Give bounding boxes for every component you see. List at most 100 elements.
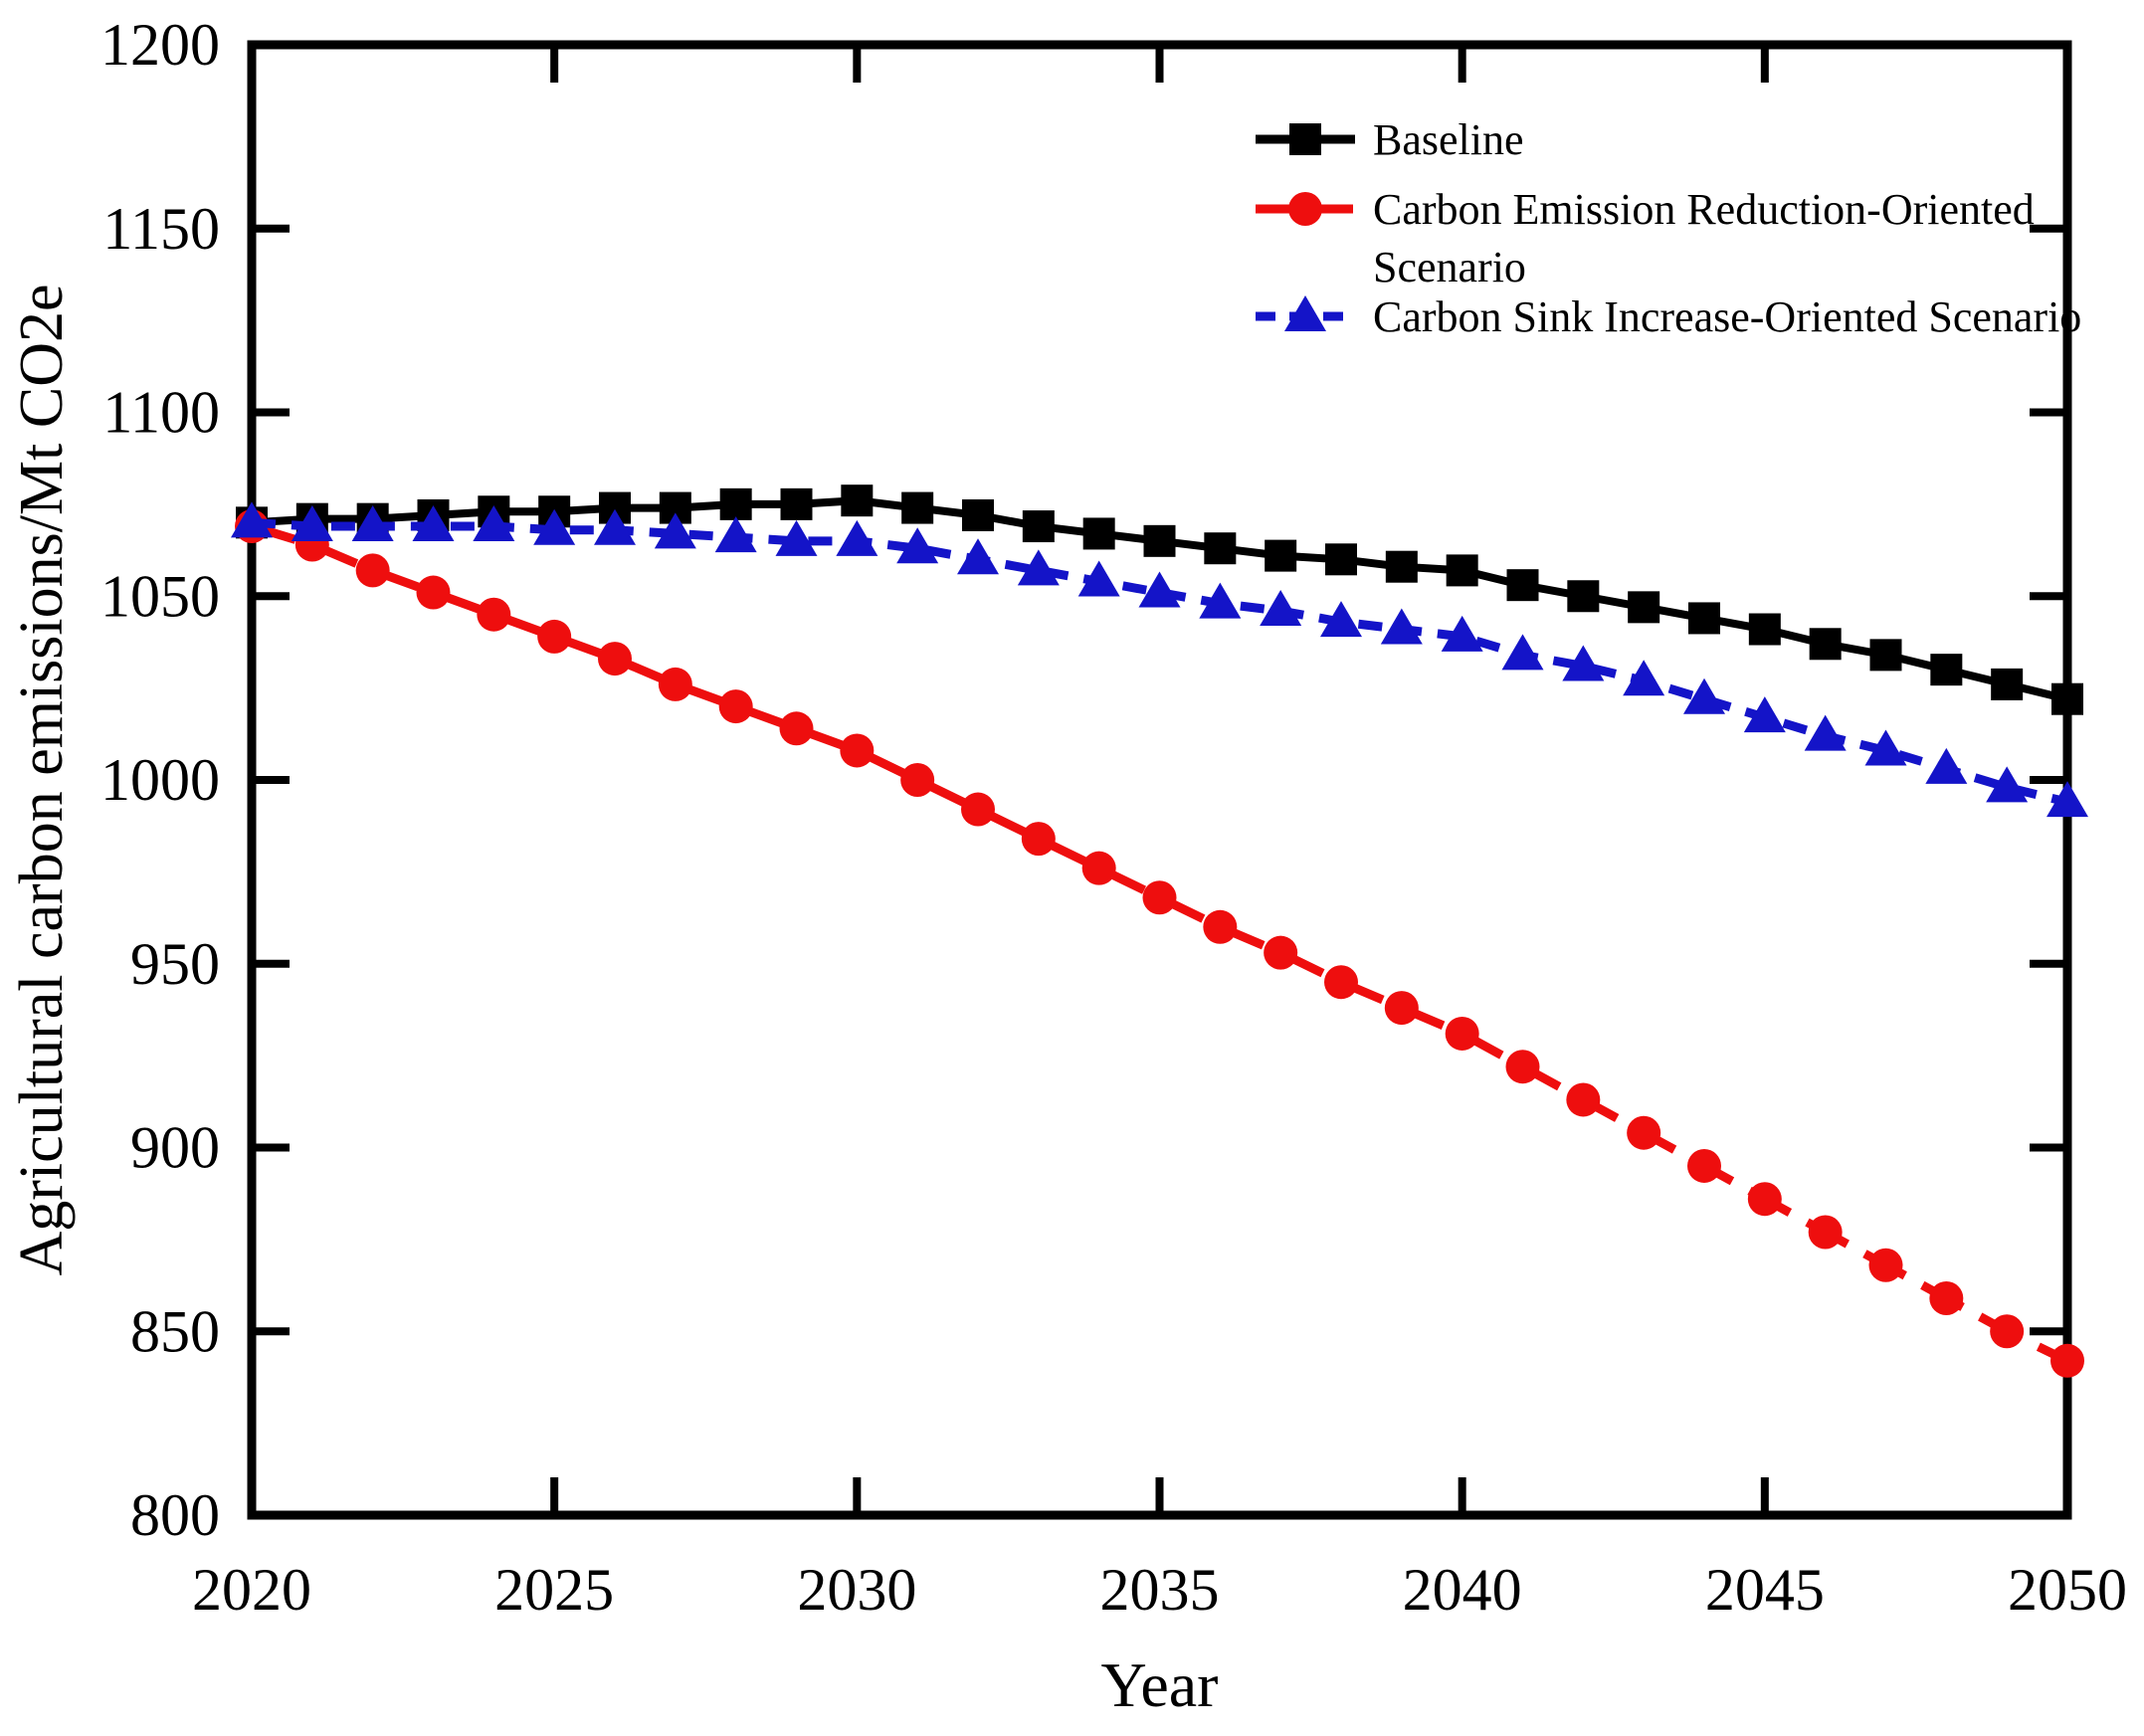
data-point [836, 519, 878, 556]
data-point [1986, 766, 2029, 803]
data-point [1143, 524, 1176, 557]
data-point [1081, 851, 1116, 885]
data-point [1623, 660, 1665, 696]
data-point [1747, 1182, 1782, 1217]
y-tick-label: 800 [130, 1482, 220, 1548]
data-point [961, 792, 995, 827]
legend-label: Scenario [1373, 243, 1526, 291]
data-point [718, 689, 753, 724]
data-point [598, 642, 632, 676]
data-point [1683, 677, 1725, 714]
data-point [1324, 965, 1358, 1000]
data-point [231, 501, 273, 538]
data-point [1082, 517, 1115, 550]
data-point [1017, 549, 1060, 586]
data-point [1320, 601, 1362, 638]
data-point [1688, 602, 1720, 635]
y-tick-label: 900 [130, 1115, 220, 1181]
data-point [1687, 1148, 1721, 1183]
series-line-2 [250, 521, 2069, 1365]
data-point [1260, 590, 1302, 627]
data-point [1868, 1248, 1903, 1282]
x-tick-label: 2020 [192, 1557, 311, 1623]
y-tick-label: 950 [130, 931, 220, 997]
x-tick-label: 2025 [494, 1557, 614, 1623]
data-point [2051, 682, 2083, 715]
data-point [473, 505, 515, 542]
x-tick-label: 2050 [2008, 1557, 2127, 1623]
data-point [1869, 639, 1902, 672]
data-point [1446, 554, 1478, 587]
data-point [1501, 634, 1544, 671]
data-point [533, 508, 576, 545]
data-point [1142, 880, 1177, 915]
data-point [1748, 613, 1781, 646]
data-point [1566, 1082, 1601, 1117]
data-point [1199, 582, 1242, 619]
data-point [351, 505, 394, 542]
data-point [840, 733, 875, 768]
data-point [1441, 615, 1483, 652]
data-point [412, 505, 455, 542]
data-point [1384, 991, 1419, 1026]
data-point [1567, 580, 1600, 613]
data-point [780, 487, 813, 520]
data-point [2050, 1343, 2084, 1378]
data-point [537, 619, 572, 654]
data-point [1077, 560, 1120, 597]
data-point [1325, 543, 1357, 576]
data-point [1380, 608, 1423, 645]
data-point [416, 575, 451, 610]
data-point [1990, 1314, 2025, 1349]
y-tick-label: 850 [130, 1298, 220, 1364]
y-tick-label: 1200 [100, 12, 220, 78]
data-point [901, 491, 934, 524]
y-axis-label: Agricultural carbon emissions/Mt CO2e [8, 285, 76, 1276]
data-point [1808, 1215, 1843, 1250]
y-tick-label: 1100 [102, 380, 220, 446]
data-point [1138, 571, 1181, 608]
data-point [1809, 628, 1842, 661]
data-point [1627, 1115, 1661, 1150]
y-tick-label: 1150 [102, 196, 220, 262]
data-point [1021, 822, 1056, 857]
y-tick-label: 1000 [100, 747, 220, 813]
data-point [1505, 1050, 1540, 1084]
legend-marker-square [1289, 123, 1321, 155]
data-point [714, 516, 757, 553]
data-point [841, 484, 874, 517]
legend-label: Carbon Sink Increase-Oriented Scenario [1373, 292, 2081, 341]
x-tick-label: 2040 [1403, 1557, 1522, 1623]
legend-label: Carbon Emission Reduction-Oriented [1373, 185, 2035, 234]
data-point [719, 487, 752, 520]
data-point [1022, 510, 1055, 543]
data-point [2047, 781, 2088, 818]
legend-label: Baseline [1373, 115, 1524, 164]
legend-marker-circle [1288, 192, 1322, 226]
data-point [1864, 729, 1907, 766]
data-point [658, 667, 692, 701]
data-point [1562, 645, 1605, 681]
data-point [1265, 539, 1297, 572]
data-point [1991, 668, 2024, 700]
data-point [1264, 935, 1298, 970]
data-point [1204, 532, 1237, 565]
data-point [1930, 654, 1963, 686]
series-line-3 [251, 517, 2069, 807]
data-point [654, 512, 696, 549]
data-point [594, 508, 636, 545]
data-point [962, 498, 994, 531]
x-tick-label: 2035 [1100, 1557, 1220, 1623]
data-point [1203, 909, 1238, 944]
data-point [896, 527, 939, 564]
x-tick-label: 2045 [1705, 1557, 1825, 1623]
data-point [355, 553, 390, 588]
y-tick-label: 1050 [100, 563, 220, 629]
data-point [1925, 747, 1968, 784]
data-point [957, 538, 999, 575]
legend-marker-triangle [1284, 295, 1326, 331]
data-point [1628, 591, 1660, 624]
x-axis-label: Year [1101, 1649, 1219, 1720]
